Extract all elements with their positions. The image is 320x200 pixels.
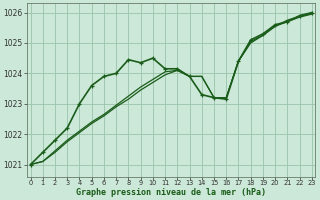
X-axis label: Graphe pression niveau de la mer (hPa): Graphe pression niveau de la mer (hPa) [76, 188, 266, 197]
